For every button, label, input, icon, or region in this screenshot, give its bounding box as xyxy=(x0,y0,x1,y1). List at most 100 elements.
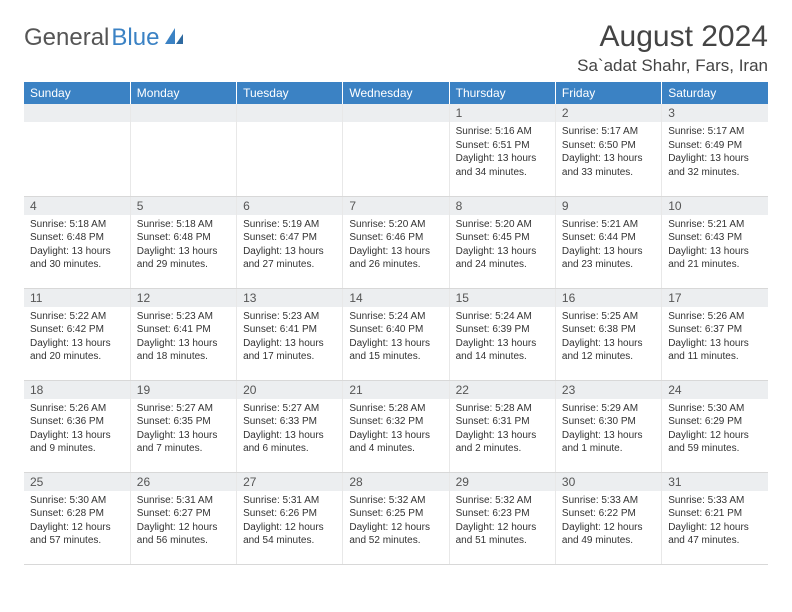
day-details: Sunrise: 5:32 AMSunset: 6:23 PMDaylight:… xyxy=(450,491,555,552)
day-details: Sunrise: 5:25 AMSunset: 6:38 PMDaylight:… xyxy=(556,307,661,368)
calendar-day-cell: 2Sunrise: 5:17 AMSunset: 6:50 PMDaylight… xyxy=(555,104,661,196)
weekday-header: Sunday xyxy=(24,82,130,104)
day-number: 2 xyxy=(556,104,661,122)
day-number: 26 xyxy=(131,473,236,491)
day-number: 16 xyxy=(556,289,661,307)
calendar-day-cell: 15Sunrise: 5:24 AMSunset: 6:39 PMDayligh… xyxy=(449,288,555,380)
title-block: August 2024 Sa`adat Shahr, Fars, Iran xyxy=(577,20,768,76)
day-details: Sunrise: 5:26 AMSunset: 6:36 PMDaylight:… xyxy=(24,399,130,460)
calendar-day-cell xyxy=(237,104,343,196)
day-number: 18 xyxy=(24,381,130,399)
day-details: Sunrise: 5:22 AMSunset: 6:42 PMDaylight:… xyxy=(24,307,130,368)
calendar-week-row: 11Sunrise: 5:22 AMSunset: 6:42 PMDayligh… xyxy=(24,288,768,380)
weekday-header: Thursday xyxy=(449,82,555,104)
calendar-day-cell: 1Sunrise: 5:16 AMSunset: 6:51 PMDaylight… xyxy=(449,104,555,196)
day-details: Sunrise: 5:20 AMSunset: 6:46 PMDaylight:… xyxy=(343,215,448,276)
day-number: 21 xyxy=(343,381,448,399)
calendar-day-cell: 12Sunrise: 5:23 AMSunset: 6:41 PMDayligh… xyxy=(130,288,236,380)
calendar-day-cell: 30Sunrise: 5:33 AMSunset: 6:22 PMDayligh… xyxy=(555,472,661,564)
calendar-day-cell: 5Sunrise: 5:18 AMSunset: 6:48 PMDaylight… xyxy=(130,196,236,288)
day-number: 8 xyxy=(450,197,555,215)
day-details: Sunrise: 5:33 AMSunset: 6:21 PMDaylight:… xyxy=(662,491,768,552)
day-details: Sunrise: 5:18 AMSunset: 6:48 PMDaylight:… xyxy=(131,215,236,276)
day-number: 3 xyxy=(662,104,768,122)
calendar-day-cell: 29Sunrise: 5:32 AMSunset: 6:23 PMDayligh… xyxy=(449,472,555,564)
day-details: Sunrise: 5:23 AMSunset: 6:41 PMDaylight:… xyxy=(131,307,236,368)
day-details: Sunrise: 5:26 AMSunset: 6:37 PMDaylight:… xyxy=(662,307,768,368)
day-number: 6 xyxy=(237,197,342,215)
calendar-body: 1Sunrise: 5:16 AMSunset: 6:51 PMDaylight… xyxy=(24,104,768,564)
month-title: August 2024 xyxy=(577,20,768,54)
calendar-day-cell: 6Sunrise: 5:19 AMSunset: 6:47 PMDaylight… xyxy=(237,196,343,288)
day-number: 13 xyxy=(237,289,342,307)
day-number: 10 xyxy=(662,197,768,215)
day-number: 31 xyxy=(662,473,768,491)
calendar-day-cell xyxy=(24,104,130,196)
day-details: Sunrise: 5:30 AMSunset: 6:29 PMDaylight:… xyxy=(662,399,768,460)
day-number: 11 xyxy=(24,289,130,307)
day-number: 14 xyxy=(343,289,448,307)
day-number: 19 xyxy=(131,381,236,399)
calendar-day-cell: 18Sunrise: 5:26 AMSunset: 6:36 PMDayligh… xyxy=(24,380,130,472)
day-details: Sunrise: 5:27 AMSunset: 6:33 PMDaylight:… xyxy=(237,399,342,460)
calendar-day-cell: 23Sunrise: 5:29 AMSunset: 6:30 PMDayligh… xyxy=(555,380,661,472)
calendar-day-cell: 25Sunrise: 5:30 AMSunset: 6:28 PMDayligh… xyxy=(24,472,130,564)
day-details: Sunrise: 5:32 AMSunset: 6:25 PMDaylight:… xyxy=(343,491,448,552)
day-details: Sunrise: 5:24 AMSunset: 6:39 PMDaylight:… xyxy=(450,307,555,368)
calendar-day-cell: 31Sunrise: 5:33 AMSunset: 6:21 PMDayligh… xyxy=(662,472,768,564)
day-details: Sunrise: 5:29 AMSunset: 6:30 PMDaylight:… xyxy=(556,399,661,460)
weekday-header: Wednesday xyxy=(343,82,449,104)
day-details: Sunrise: 5:28 AMSunset: 6:32 PMDaylight:… xyxy=(343,399,448,460)
calendar-day-cell: 3Sunrise: 5:17 AMSunset: 6:49 PMDaylight… xyxy=(662,104,768,196)
logo-sail-icon xyxy=(163,26,185,51)
day-details: Sunrise: 5:16 AMSunset: 6:51 PMDaylight:… xyxy=(450,122,555,183)
day-number-bar xyxy=(131,104,236,122)
calendar-day-cell: 19Sunrise: 5:27 AMSunset: 6:35 PMDayligh… xyxy=(130,380,236,472)
logo-text-blue: Blue xyxy=(111,24,159,52)
calendar-day-cell: 4Sunrise: 5:18 AMSunset: 6:48 PMDaylight… xyxy=(24,196,130,288)
weekday-header: Saturday xyxy=(662,82,768,104)
calendar-day-cell xyxy=(130,104,236,196)
location: Sa`adat Shahr, Fars, Iran xyxy=(577,56,768,76)
day-number: 22 xyxy=(450,381,555,399)
day-number: 17 xyxy=(662,289,768,307)
day-details: Sunrise: 5:24 AMSunset: 6:40 PMDaylight:… xyxy=(343,307,448,368)
calendar-week-row: 18Sunrise: 5:26 AMSunset: 6:36 PMDayligh… xyxy=(24,380,768,472)
weekday-header: Tuesday xyxy=(237,82,343,104)
header: GeneralBlue August 2024 Sa`adat Shahr, F… xyxy=(24,20,768,76)
calendar-week-row: 4Sunrise: 5:18 AMSunset: 6:48 PMDaylight… xyxy=(24,196,768,288)
day-number: 24 xyxy=(662,381,768,399)
day-details: Sunrise: 5:30 AMSunset: 6:28 PMDaylight:… xyxy=(24,491,130,552)
day-details: Sunrise: 5:17 AMSunset: 6:49 PMDaylight:… xyxy=(662,122,768,183)
calendar-day-cell: 9Sunrise: 5:21 AMSunset: 6:44 PMDaylight… xyxy=(555,196,661,288)
calendar-table: SundayMondayTuesdayWednesdayThursdayFrid… xyxy=(24,82,768,565)
logo: GeneralBlue xyxy=(24,20,185,52)
calendar-day-cell: 20Sunrise: 5:27 AMSunset: 6:33 PMDayligh… xyxy=(237,380,343,472)
day-details: Sunrise: 5:31 AMSunset: 6:27 PMDaylight:… xyxy=(131,491,236,552)
day-details: Sunrise: 5:21 AMSunset: 6:43 PMDaylight:… xyxy=(662,215,768,276)
calendar-day-cell: 16Sunrise: 5:25 AMSunset: 6:38 PMDayligh… xyxy=(555,288,661,380)
calendar-week-row: 1Sunrise: 5:16 AMSunset: 6:51 PMDaylight… xyxy=(24,104,768,196)
day-details: Sunrise: 5:19 AMSunset: 6:47 PMDaylight:… xyxy=(237,215,342,276)
calendar-day-cell: 17Sunrise: 5:26 AMSunset: 6:37 PMDayligh… xyxy=(662,288,768,380)
day-number: 29 xyxy=(450,473,555,491)
calendar-day-cell: 22Sunrise: 5:28 AMSunset: 6:31 PMDayligh… xyxy=(449,380,555,472)
weekday-header: Monday xyxy=(130,82,236,104)
calendar-day-cell: 26Sunrise: 5:31 AMSunset: 6:27 PMDayligh… xyxy=(130,472,236,564)
day-details: Sunrise: 5:28 AMSunset: 6:31 PMDaylight:… xyxy=(450,399,555,460)
calendar-week-row: 25Sunrise: 5:30 AMSunset: 6:28 PMDayligh… xyxy=(24,472,768,564)
day-details: Sunrise: 5:31 AMSunset: 6:26 PMDaylight:… xyxy=(237,491,342,552)
calendar-day-cell: 21Sunrise: 5:28 AMSunset: 6:32 PMDayligh… xyxy=(343,380,449,472)
calendar-day-cell: 10Sunrise: 5:21 AMSunset: 6:43 PMDayligh… xyxy=(662,196,768,288)
day-number: 30 xyxy=(556,473,661,491)
day-number: 28 xyxy=(343,473,448,491)
weekday-header-row: SundayMondayTuesdayWednesdayThursdayFrid… xyxy=(24,82,768,104)
calendar-day-cell: 7Sunrise: 5:20 AMSunset: 6:46 PMDaylight… xyxy=(343,196,449,288)
calendar-day-cell: 13Sunrise: 5:23 AMSunset: 6:41 PMDayligh… xyxy=(237,288,343,380)
day-number: 1 xyxy=(450,104,555,122)
day-number: 27 xyxy=(237,473,342,491)
calendar-day-cell: 28Sunrise: 5:32 AMSunset: 6:25 PMDayligh… xyxy=(343,472,449,564)
calendar-day-cell: 27Sunrise: 5:31 AMSunset: 6:26 PMDayligh… xyxy=(237,472,343,564)
day-details: Sunrise: 5:18 AMSunset: 6:48 PMDaylight:… xyxy=(24,215,130,276)
day-number: 25 xyxy=(24,473,130,491)
